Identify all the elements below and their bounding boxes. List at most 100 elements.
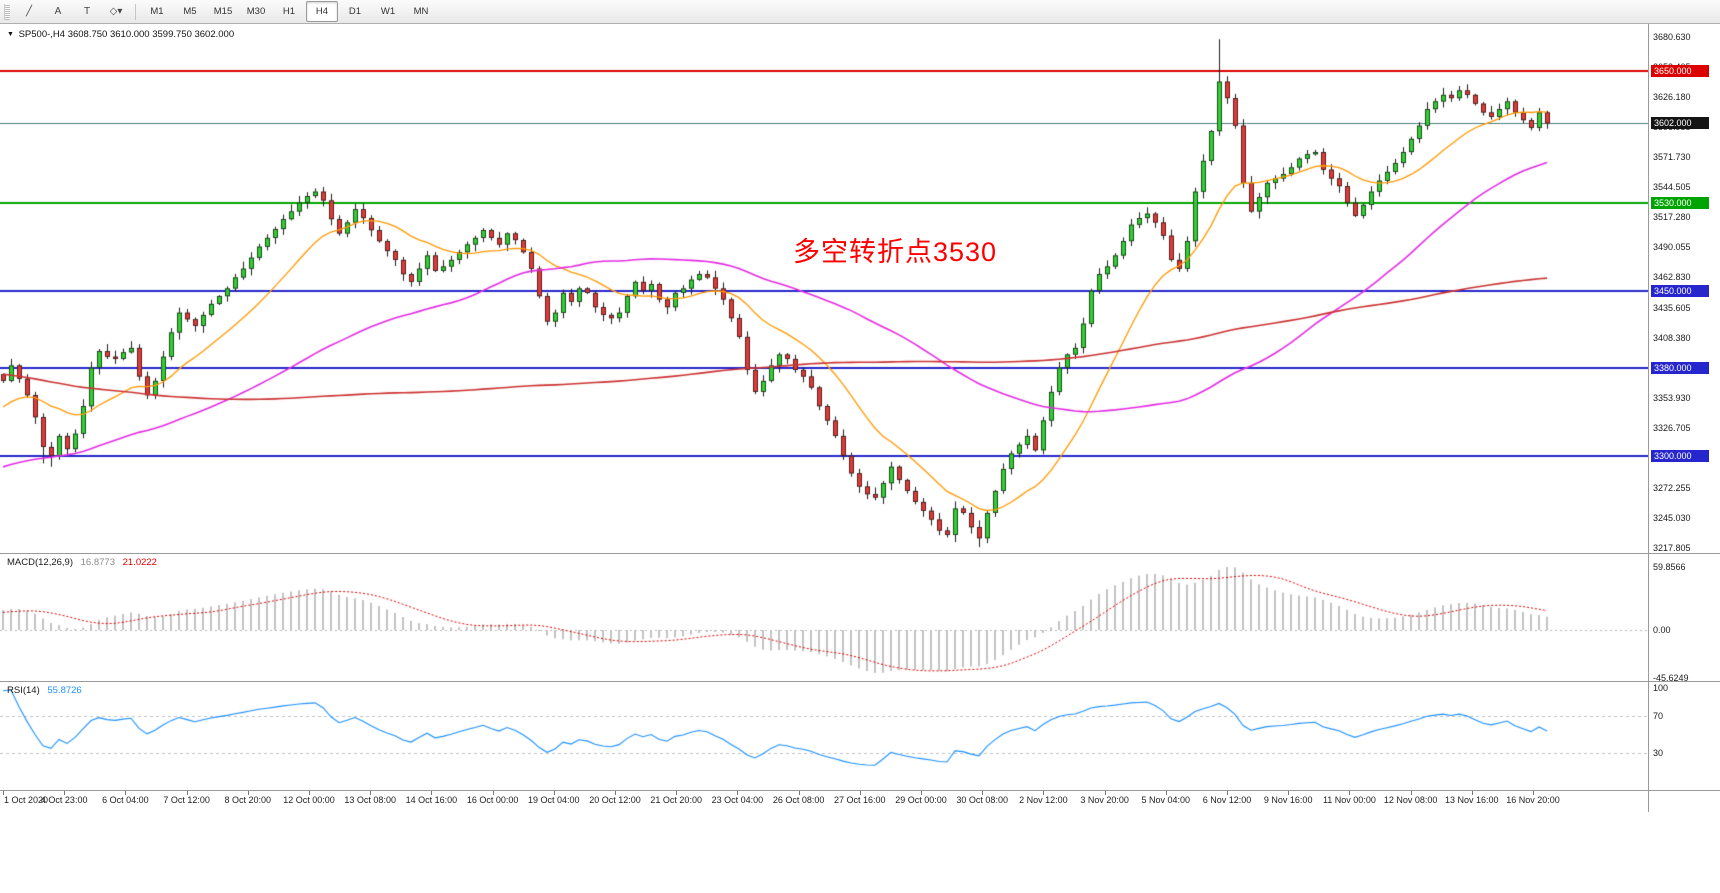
price-tick-label: 3326.705 bbox=[1653, 422, 1691, 433]
time-tick-label: 21 Oct 20:00 bbox=[650, 795, 702, 805]
text-box-tool-button[interactable]: T bbox=[83, 6, 91, 17]
price-tick-label: 3490.055 bbox=[1653, 242, 1691, 253]
time-tick-label: 12 Nov 08:00 bbox=[1383, 795, 1438, 805]
macd-label: MACD(12,26,9) 16.8773 21.0222 bbox=[7, 557, 157, 568]
time-tick-mark bbox=[615, 791, 616, 795]
price-tick-label: 3626.180 bbox=[1653, 92, 1691, 103]
rsi-pane-separator[interactable] bbox=[0, 681, 1720, 682]
time-tick-mark bbox=[859, 791, 861, 795]
rsi-tick-label: 70 bbox=[1653, 710, 1664, 721]
time-tick-mark bbox=[1533, 791, 1534, 795]
timeframe-h4-button[interactable]: H4 bbox=[306, 1, 338, 22]
time-tick-label: 6 Nov 12:00 bbox=[1202, 795, 1252, 805]
time-tick-label: 3 Nov 20:00 bbox=[1080, 795, 1129, 805]
rsi-indicator-canvas[interactable] bbox=[0, 682, 1648, 789]
macd-signal-value: 21.0222 bbox=[122, 557, 157, 568]
time-tick-mark bbox=[1288, 791, 1290, 795]
shapes-dropdown-button[interactable]: ◇▾ bbox=[109, 6, 123, 17]
symbol-info[interactable]: ▼ SP500-,H4 3608.750 3610.000 3599.750 3… bbox=[7, 29, 234, 40]
time-tick-label: 14 Oct 16:00 bbox=[405, 795, 458, 805]
symbol-ohlc-values: 3608.750 3610.000 3599.750 3602.000 bbox=[67, 29, 235, 40]
price-tick-label: 3353.930 bbox=[1653, 392, 1691, 403]
price-level-badge: 3450.000 bbox=[1651, 284, 1709, 297]
time-tick-mark bbox=[247, 791, 249, 795]
price-level-badge: 3380.000 bbox=[1651, 361, 1709, 374]
price-level-badge: 3602.000 bbox=[1651, 117, 1709, 130]
time-tick-mark bbox=[737, 791, 739, 795]
timeframe-d1-button[interactable]: D1 bbox=[348, 6, 362, 17]
price-level-badge: 3650.000 bbox=[1651, 64, 1709, 77]
time-axis[interactable]: 1 Oct 2020 4 Oct 23:00 6 Oct 04:00 7 Oct 12… bbox=[0, 790, 1648, 812]
timeframe-h1-button[interactable]: H1 bbox=[282, 6, 296, 17]
price-axis-separator bbox=[1648, 24, 1649, 812]
timeframe-m1-button[interactable]: M1 bbox=[150, 6, 164, 17]
toolbar-grip[interactable] bbox=[4, 3, 10, 20]
time-tick-mark bbox=[125, 791, 127, 795]
price-tick-label: 3408.380 bbox=[1653, 332, 1691, 343]
timeframe-w1-button[interactable]: W1 bbox=[380, 6, 396, 17]
time-tick-mark bbox=[64, 791, 66, 795]
price-tick-label: 3517.280 bbox=[1653, 212, 1691, 223]
time-tick-label: 4 Oct 23:00 bbox=[40, 795, 88, 805]
rsi-name: RSI(14) bbox=[7, 685, 40, 696]
rsi-tick-label: 100 bbox=[1653, 683, 1669, 693]
time-tick-label: 26 Oct 08:00 bbox=[772, 795, 825, 805]
price-level-badge: 3300.000 bbox=[1651, 449, 1709, 462]
price-tick-label: 3245.030 bbox=[1653, 512, 1691, 523]
rsi-axis[interactable]: 100 70 30 bbox=[1649, 682, 1720, 789]
price-tick-label: 3544.505 bbox=[1653, 182, 1691, 193]
time-tick-mark bbox=[1410, 791, 1412, 795]
time-tick-label: 5 Nov 04:00 bbox=[1141, 795, 1191, 805]
macd-tick-label: 59.8566 bbox=[1653, 562, 1686, 572]
time-tick-mark bbox=[921, 791, 922, 795]
rsi-tick-label: 30 bbox=[1653, 748, 1664, 759]
time-tick-label: 16 Oct 00:00 bbox=[466, 795, 519, 805]
time-tick-label: 13 Nov 16:00 bbox=[1445, 795, 1499, 805]
price-tick-label: 3462.830 bbox=[1653, 272, 1691, 283]
time-tick-label: 13 Oct 08:00 bbox=[344, 795, 396, 805]
text-label-tool-button[interactable]: A bbox=[54, 6, 62, 17]
macd-tick-label: 0.00 bbox=[1653, 625, 1671, 635]
time-tick-mark bbox=[492, 791, 494, 795]
time-tick-mark bbox=[1104, 791, 1106, 795]
macd-name: MACD(12,26,9) bbox=[7, 557, 73, 568]
timeframe-m30-button[interactable]: M30 bbox=[246, 6, 266, 17]
time-tick-label: 12 Oct 00:00 bbox=[283, 795, 335, 805]
chart-tools-button[interactable]: ╱ bbox=[25, 6, 33, 17]
price-tick-label: 3571.730 bbox=[1653, 152, 1691, 163]
time-tick-mark bbox=[676, 791, 678, 795]
toolbar-separator bbox=[135, 3, 136, 20]
time-tick-label: 1 Oct 2020 bbox=[3, 795, 49, 805]
time-tick-mark bbox=[1043, 791, 1045, 795]
time-tick-mark bbox=[1165, 791, 1167, 795]
time-tick-mark bbox=[982, 791, 984, 795]
chart-text-annotation[interactable]: 多空转折点3530 bbox=[793, 237, 998, 267]
time-tick-mark bbox=[431, 791, 433, 795]
price-tick-label: 3217.805 bbox=[1653, 543, 1691, 554]
rsi-label: RSI(14) 55.8726 bbox=[7, 685, 82, 696]
time-tick-label: 11 Nov 00:00 bbox=[1322, 795, 1376, 805]
macd-indicator-canvas[interactable] bbox=[0, 554, 1648, 681]
time-tick-mark bbox=[370, 791, 372, 795]
time-tick-mark bbox=[1471, 791, 1473, 795]
time-tick-label: 23 Oct 04:00 bbox=[711, 795, 764, 805]
symbol-expander-icon[interactable]: ▼ bbox=[7, 31, 14, 38]
price-axis[interactable]: 3680.6303653.4053626.1803598.9553571.730… bbox=[1649, 24, 1720, 554]
time-tick-label: 6 Oct 04:00 bbox=[102, 795, 149, 805]
macd-tick-label: -45.6249 bbox=[1653, 673, 1689, 683]
macd-axis[interactable]: 59.8566 0.00 -45.6249 bbox=[1649, 554, 1720, 683]
time-tick-mark bbox=[798, 791, 800, 795]
timeframe-m5-button[interactable]: M5 bbox=[183, 6, 197, 17]
time-tick-mark bbox=[1349, 791, 1351, 795]
time-tick-label: 30 Oct 08:00 bbox=[956, 795, 1008, 805]
time-tick-label: 9 Nov 16:00 bbox=[1263, 795, 1313, 805]
price-tick-label: 3435.605 bbox=[1653, 302, 1691, 313]
timeframe-mn-button[interactable]: MN bbox=[413, 6, 429, 17]
macd-pane-separator[interactable] bbox=[0, 553, 1720, 554]
timeframe-m15-button[interactable]: M15 bbox=[213, 6, 233, 17]
time-axis-separator bbox=[0, 790, 1720, 791]
time-tick-mark bbox=[3, 791, 4, 795]
symbol-name: SP500-,H4 bbox=[18, 29, 66, 40]
price-chart-canvas[interactable] bbox=[0, 24, 1648, 554]
time-tick-mark bbox=[1227, 791, 1228, 795]
